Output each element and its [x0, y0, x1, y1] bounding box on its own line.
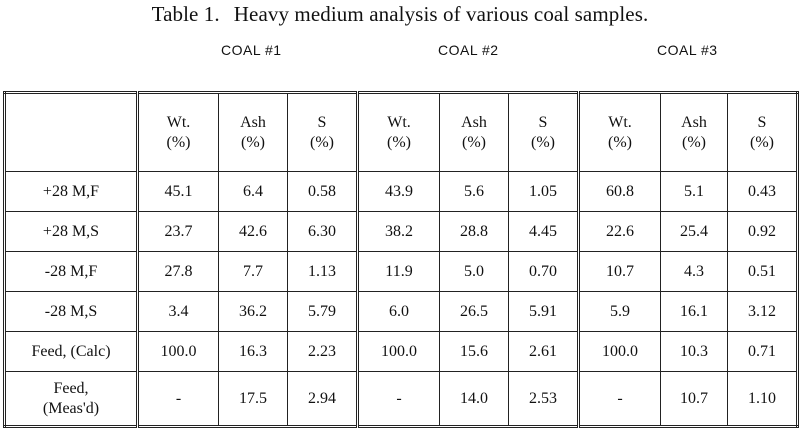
table-cell: 1.10	[727, 371, 798, 427]
table-cell: 0.51	[727, 251, 798, 292]
table-cell: 2.23	[287, 331, 358, 372]
table-cell: 2.61	[508, 331, 579, 372]
table-cell: 27.8	[136, 251, 219, 292]
table-cell: 43.9	[356, 171, 440, 212]
table-cell: -	[356, 371, 440, 427]
header-wt: Wt. (%)	[577, 92, 661, 172]
header-ash: Ash (%)	[660, 92, 728, 172]
header-wt: Wt. (%)	[356, 92, 440, 172]
corner-cell	[4, 92, 138, 172]
header-s: S (%)	[287, 92, 358, 172]
table-cell: 0.71	[727, 331, 798, 372]
table-cell: 16.3	[218, 331, 288, 372]
table-cell: 0.92	[727, 211, 798, 252]
table-cell: 6.30	[287, 211, 358, 252]
table-row: Feed, (Meas'd) -17.5 2.94-14.0 2.53-10.7 1.10	[4, 371, 798, 427]
row-label: +28 M,F	[4, 171, 138, 212]
table-cell: 6.0	[356, 291, 440, 332]
header-s: S (%)	[508, 92, 579, 172]
table-cell: 0.70	[508, 251, 579, 292]
table-cell: 5.0	[439, 251, 509, 292]
table-cell: 10.7	[577, 251, 661, 292]
header-ash: Ash (%)	[439, 92, 509, 172]
header-wt: Wt. (%)	[136, 92, 219, 172]
row-label: Feed, (Meas'd)	[4, 371, 138, 427]
table-cell: -	[136, 371, 219, 427]
table-number: Table 1.	[151, 2, 220, 26]
table-cell: 100.0	[136, 331, 219, 372]
table-cell: 16.1	[660, 291, 728, 332]
table-cell: 5.79	[287, 291, 358, 332]
table-cell: 38.2	[356, 211, 440, 252]
table-cell: 2.53	[508, 371, 579, 427]
table-cell: 7.7	[218, 251, 288, 292]
table-cell: 42.6	[218, 211, 288, 252]
table-cell: 22.6	[577, 211, 661, 252]
table-cell: 15.6	[439, 331, 509, 372]
table-cell: 14.0	[439, 371, 509, 427]
table-cell: 10.7	[660, 371, 728, 427]
table-cell: 36.2	[218, 291, 288, 332]
coal-1-title: COAL #1	[221, 42, 282, 58]
table-title: Heavy medium analysis of various coal sa…	[233, 2, 649, 26]
table-cell: 17.5	[218, 371, 288, 427]
table-cell: 0.43	[727, 171, 798, 212]
coal-analysis-table: Wt. (%) Ash (%) S (%) Wt. (%) Ash (%) S (%) Wt…	[3, 91, 799, 428]
table-cell: 3.4	[136, 291, 219, 332]
table-row: +28 M,F 45.1 6.4 0.58 43.9 5.6 1.05 60.8 5.1 0.43	[4, 171, 798, 212]
table-cell: 45.1	[136, 171, 219, 212]
table-cell: -	[577, 371, 661, 427]
table-cell: 5.6	[439, 171, 509, 212]
table-cell: 1.13	[287, 251, 358, 292]
row-label: -28 M,S	[4, 291, 138, 332]
table-cell: 28.8	[439, 211, 509, 252]
table-cell: 5.91	[508, 291, 579, 332]
row-label: +28 M,S	[4, 211, 138, 252]
header-row: Wt. (%) Ash (%) S (%) Wt. (%) Ash (%) S (%) Wt…	[4, 92, 798, 172]
table-row: +28 M,S 23.7 42.6 6.30 38.2 28.8 4.45 22.6 25.4 0…	[4, 211, 798, 252]
table-cell: 60.8	[577, 171, 661, 212]
table-cell: 25.4	[660, 211, 728, 252]
table-cell: 3.12	[727, 291, 798, 332]
table-cell: 100.0	[577, 331, 661, 372]
table-row: -28 M,S 3.4 36.2 5.79 6.0 26.5 5.91 5.9 16.1 3.12	[4, 291, 798, 332]
row-label: Feed, (Calc)	[4, 331, 138, 372]
coal-2-title: COAL #2	[438, 42, 499, 58]
table-cell: 1.05	[508, 171, 579, 212]
table-cell: 2.94	[287, 371, 358, 427]
table-cell: 6.4	[218, 171, 288, 212]
table-cell: 100.0	[356, 331, 440, 372]
header-s: S (%)	[727, 92, 798, 172]
table-caption: Table 1. Heavy medium analysis of various…	[0, 2, 800, 27]
header-ash: Ash (%)	[218, 92, 288, 172]
table-cell: 5.9	[577, 291, 661, 332]
row-label: -28 M,F	[4, 251, 138, 292]
table-cell: 4.3	[660, 251, 728, 292]
table-cell: 0.58	[287, 171, 358, 212]
table-cell: 4.45	[508, 211, 579, 252]
coal-3-title: COAL #3	[657, 42, 718, 58]
table-row: -28 M,F 27.8 7.7 1.13 11.9 5.0 0.70 10.7 4.3 0.51	[4, 251, 798, 292]
table-cell: 23.7	[136, 211, 219, 252]
table-cell: 5.1	[660, 171, 728, 212]
table-cell: 10.3	[660, 331, 728, 372]
table-row: Feed, (Calc) 100.0 16.3 2.23 100.0 15.6 2.61 10…	[4, 331, 798, 372]
table-cell: 11.9	[356, 251, 440, 292]
table-cell: 26.5	[439, 291, 509, 332]
